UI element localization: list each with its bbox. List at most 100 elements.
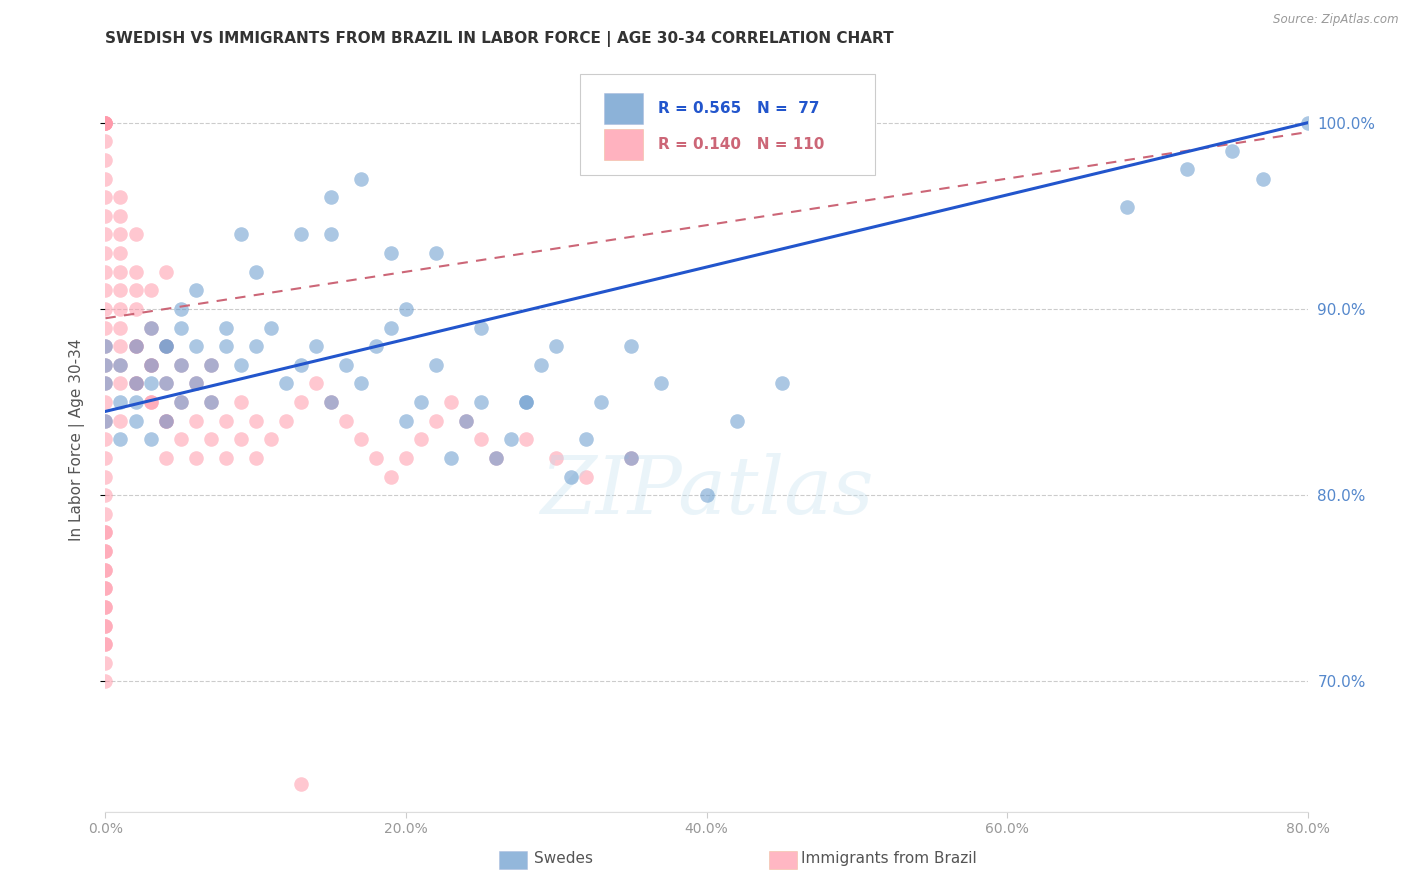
Point bbox=[94, 265, 117, 279]
Point bbox=[214, 450, 236, 465]
Point bbox=[110, 339, 132, 353]
Point bbox=[305, 339, 328, 353]
Point bbox=[184, 414, 207, 428]
Point bbox=[94, 209, 117, 223]
Point bbox=[124, 376, 146, 391]
Point bbox=[770, 376, 793, 391]
Text: ZIPatlas: ZIPatlas bbox=[540, 453, 873, 530]
Point bbox=[139, 358, 162, 372]
Point bbox=[425, 414, 447, 428]
Point bbox=[139, 320, 162, 334]
Point bbox=[501, 433, 523, 447]
Point bbox=[620, 450, 643, 465]
Point bbox=[94, 246, 117, 260]
Text: R = 0.140   N = 110: R = 0.140 N = 110 bbox=[658, 136, 825, 152]
Point bbox=[319, 395, 342, 409]
Point bbox=[94, 488, 117, 502]
Point bbox=[169, 358, 191, 372]
FancyBboxPatch shape bbox=[605, 93, 643, 124]
Point bbox=[94, 358, 117, 372]
Point bbox=[94, 376, 117, 391]
Point bbox=[124, 395, 146, 409]
Point bbox=[124, 284, 146, 298]
Point bbox=[110, 284, 132, 298]
Point bbox=[335, 358, 357, 372]
Point bbox=[110, 320, 132, 334]
Point bbox=[94, 320, 117, 334]
Point bbox=[305, 376, 328, 391]
Point bbox=[229, 227, 252, 242]
Point bbox=[94, 618, 117, 632]
Point bbox=[155, 450, 177, 465]
Point bbox=[319, 395, 342, 409]
Point bbox=[155, 376, 177, 391]
Point bbox=[94, 116, 117, 130]
Point bbox=[155, 376, 177, 391]
Point bbox=[94, 190, 117, 204]
Point bbox=[155, 414, 177, 428]
Point bbox=[274, 414, 297, 428]
Point bbox=[470, 433, 492, 447]
Point bbox=[229, 395, 252, 409]
Point bbox=[395, 450, 418, 465]
Point bbox=[395, 301, 418, 316]
Point bbox=[169, 320, 191, 334]
Point bbox=[110, 246, 132, 260]
Point bbox=[94, 525, 117, 540]
Point bbox=[169, 301, 191, 316]
Point bbox=[200, 358, 222, 372]
Point bbox=[139, 395, 162, 409]
Point bbox=[94, 135, 117, 149]
Point bbox=[94, 581, 117, 595]
Point bbox=[94, 153, 117, 167]
Point bbox=[124, 339, 146, 353]
Point bbox=[364, 450, 387, 465]
Point bbox=[94, 433, 117, 447]
Point bbox=[139, 433, 162, 447]
Point bbox=[94, 599, 117, 614]
Point bbox=[94, 544, 117, 558]
Point bbox=[94, 116, 117, 130]
Point bbox=[94, 450, 117, 465]
Point bbox=[184, 376, 207, 391]
Point bbox=[184, 450, 207, 465]
Point bbox=[94, 284, 117, 298]
Point bbox=[290, 227, 312, 242]
Point bbox=[515, 433, 537, 447]
Point bbox=[94, 599, 117, 614]
Point bbox=[575, 469, 598, 483]
Point bbox=[364, 339, 387, 353]
Point bbox=[319, 227, 342, 242]
Point bbox=[94, 656, 117, 670]
Point bbox=[94, 376, 117, 391]
Point bbox=[620, 339, 643, 353]
Point bbox=[245, 339, 267, 353]
Point bbox=[94, 116, 117, 130]
Point bbox=[395, 414, 418, 428]
Point bbox=[139, 376, 162, 391]
Point bbox=[94, 414, 117, 428]
Point bbox=[110, 376, 132, 391]
Point bbox=[94, 563, 117, 577]
Point bbox=[139, 395, 162, 409]
Point bbox=[94, 563, 117, 577]
Point bbox=[290, 358, 312, 372]
Point bbox=[245, 414, 267, 428]
Point bbox=[94, 618, 117, 632]
Point bbox=[1251, 171, 1274, 186]
Point bbox=[94, 339, 117, 353]
Point bbox=[214, 414, 236, 428]
Point bbox=[546, 450, 568, 465]
Point bbox=[94, 339, 117, 353]
Point bbox=[94, 637, 117, 651]
Point bbox=[124, 339, 146, 353]
Point bbox=[155, 339, 177, 353]
Point bbox=[380, 246, 402, 260]
Point bbox=[155, 265, 177, 279]
Point bbox=[260, 433, 283, 447]
Point bbox=[515, 395, 537, 409]
Point bbox=[245, 450, 267, 465]
Point bbox=[350, 433, 373, 447]
Point bbox=[94, 507, 117, 521]
Point bbox=[229, 358, 252, 372]
